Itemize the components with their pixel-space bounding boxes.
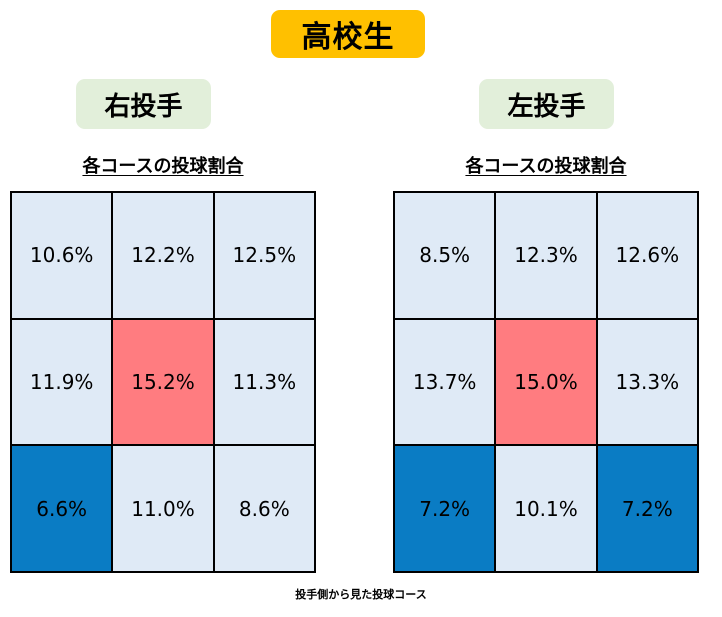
pitcher-label-right-handed: 右投手 — [76, 79, 211, 129]
heatmap-cell: 7.2% — [394, 445, 496, 572]
heatmap-cell: 11.3% — [213, 318, 315, 446]
pitcher-label-left-handed: 左投手 — [479, 79, 614, 129]
heatmap-cell: 15.0% — [495, 318, 597, 446]
heatmap-cell: 10.1% — [495, 445, 597, 572]
heatmap-cell: 13.7% — [394, 318, 496, 446]
heatmap-cell: 12.6% — [596, 192, 698, 319]
pitch-course-grid-right-handed: 10.6% 12.2% 12.5% 11.9% 15.2% 11.3% 6.6% 11.0% 8… — [10, 191, 316, 573]
grid-title-left-handed: 各コースの投球割合 — [465, 156, 627, 177]
footer-caption: 投手側から見た投球コース — [295, 588, 427, 601]
heatmap-cell: 12.2% — [112, 192, 214, 319]
main-title: 高校生 — [271, 10, 425, 58]
heatmap-cell: 10.6% — [11, 192, 113, 319]
heatmap-cell: 7.2% — [596, 445, 698, 572]
pitch-course-grid-left-handed: 8.5% 12.3% 12.6% 13.7% 15.0% 13.3% 7.2% 10.1% 7.… — [393, 191, 699, 573]
heatmap-cell: 13.3% — [596, 318, 698, 446]
heatmap-cell: 11.0% — [112, 445, 214, 572]
heatmap-cell: 11.9% — [11, 318, 113, 446]
heatmap-cell: 8.6% — [213, 445, 315, 572]
grid-title-right-handed: 各コースの投球割合 — [82, 156, 244, 177]
heatmap-cell: 8.5% — [394, 192, 496, 319]
heatmap-cell: 12.5% — [213, 192, 315, 319]
heatmap-cell: 6.6% — [11, 445, 113, 572]
heatmap-cell: 12.3% — [495, 192, 597, 319]
heatmap-cell: 15.2% — [112, 318, 214, 446]
